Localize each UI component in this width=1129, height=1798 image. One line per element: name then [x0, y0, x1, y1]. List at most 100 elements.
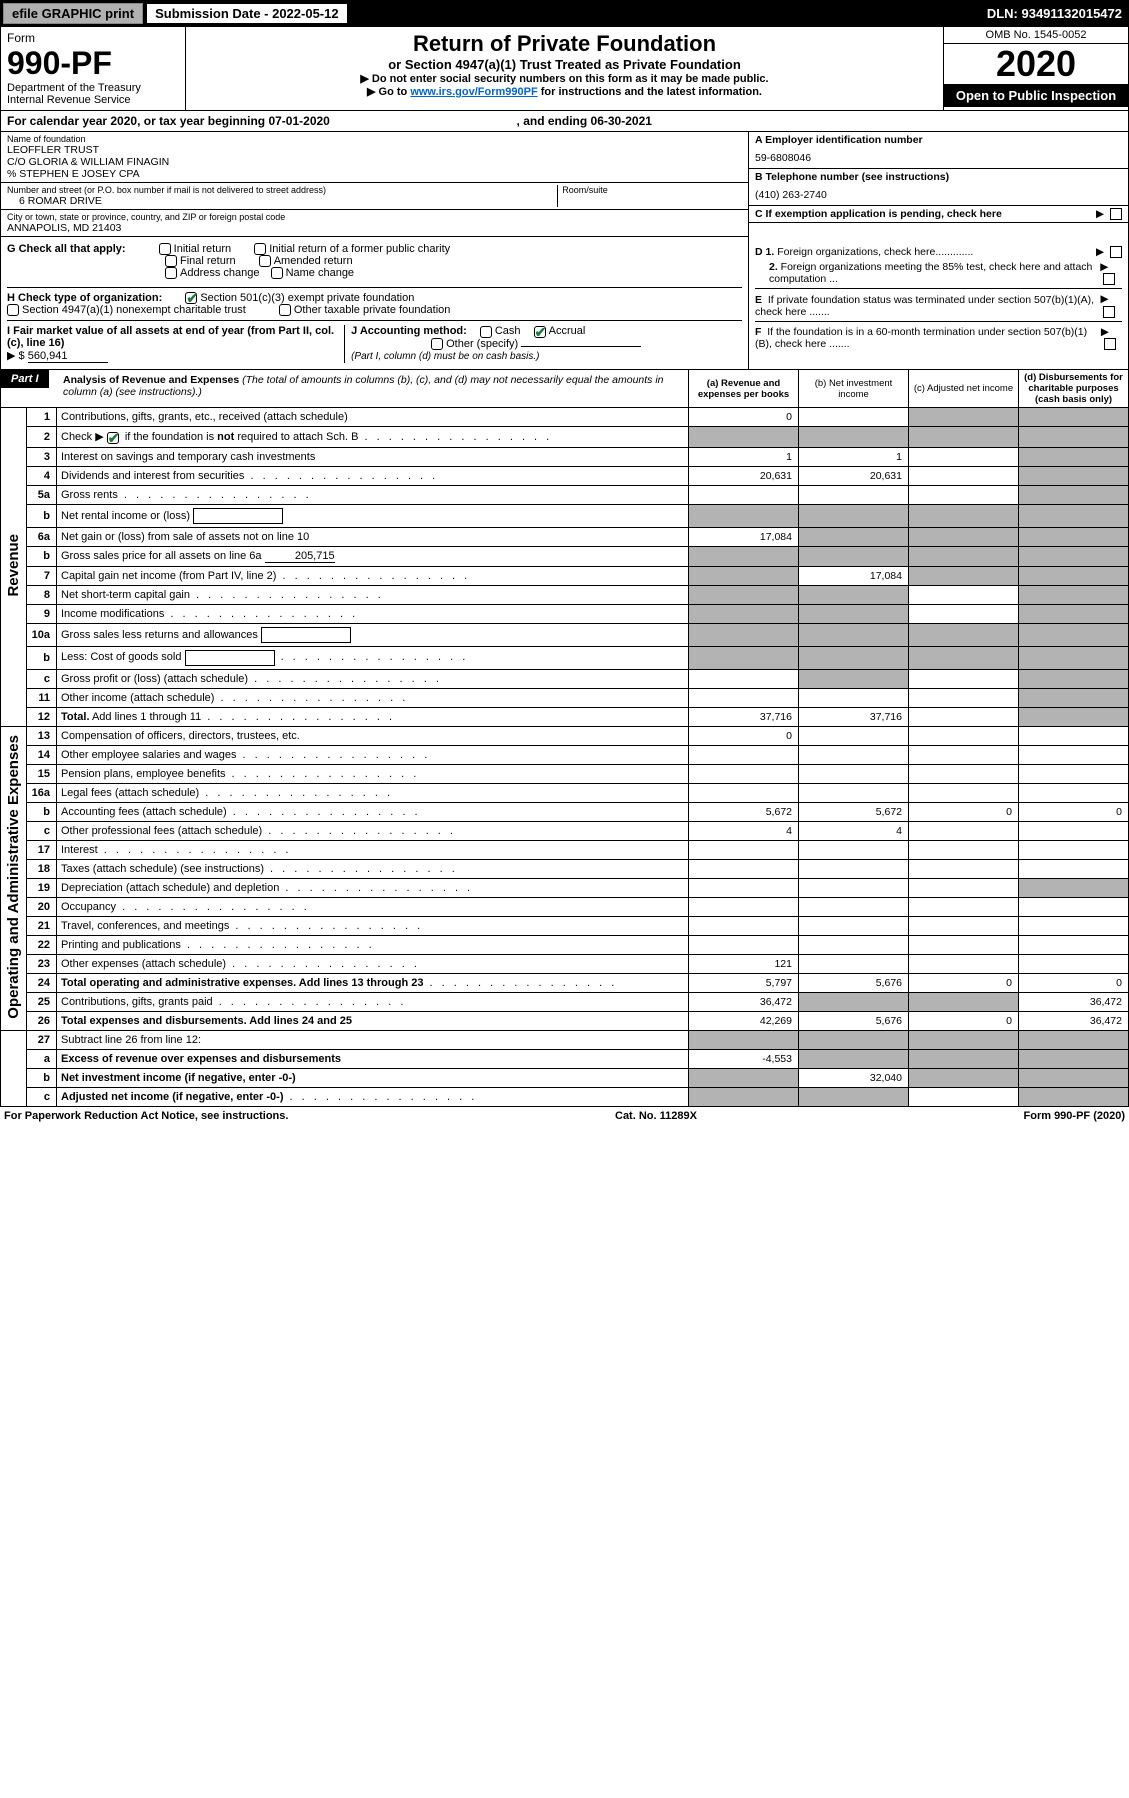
side-label: Revenue — [1, 408, 27, 726]
g-address-change[interactable] — [165, 267, 177, 279]
form-ref: Form 990-PF (2020) — [1024, 1110, 1126, 1122]
header-right: OMB No. 1545-0052 2020 Open to Public In… — [943, 27, 1128, 110]
col-c-header: (c) Adjusted net income — [908, 370, 1018, 407]
h-other-taxable-checkbox[interactable] — [279, 304, 291, 316]
form-word: Form — [7, 31, 179, 45]
header-center: Return of Private Foundation or Section … — [186, 27, 943, 110]
dln-label: DLN: 93491132015472 — [987, 6, 1128, 21]
table-row: 12Total. Add lines 1 through 1137,71637,… — [1, 707, 1129, 726]
street-address: 6 ROMAR DRIVE — [7, 195, 557, 207]
ssn-warning: ▶ Do not enter social security numbers o… — [192, 72, 937, 85]
form-title: Return of Private Foundation — [192, 31, 937, 57]
f-checkbox[interactable] — [1104, 338, 1116, 350]
catalog-number: Cat. No. 11289X — [615, 1110, 697, 1122]
page-footer: For Paperwork Reduction Act Notice, see … — [0, 1107, 1129, 1125]
h-row: H Check type of organization: Section 50… — [7, 287, 742, 316]
f-row: F If the foundation is in a 60-month ter… — [755, 321, 1122, 350]
table-row: 15Pension plans, employee benefits — [1, 764, 1129, 783]
phone-cell: B Telephone number (see instructions) (4… — [749, 169, 1128, 206]
table-row: 23Other expenses (attach schedule)121 — [1, 954, 1129, 973]
form-header: Form 990-PF Department of the Treasury I… — [0, 27, 1129, 111]
foundation-name-1: LEOFFLER TRUST — [7, 144, 742, 156]
checks-section: G Check all that apply: Initial return I… — [0, 237, 1129, 370]
d1-checkbox[interactable] — [1110, 246, 1122, 258]
table-row: 18Taxes (attach schedule) (see instructi… — [1, 859, 1129, 878]
tax-year: 2020 — [944, 44, 1128, 84]
g-row: G Check all that apply: Initial return I… — [7, 243, 742, 279]
table-row: 10aGross sales less returns and allowanc… — [1, 623, 1129, 646]
phone-value: (410) 263-2740 — [755, 183, 1122, 203]
header-left: Form 990-PF Department of the Treasury I… — [1, 27, 186, 110]
table-row: 24Total operating and administrative exp… — [1, 973, 1129, 992]
table-row: 8Net short-term capital gain — [1, 585, 1129, 604]
part1-label: Part I — [1, 370, 49, 388]
col-a-header: (a) Revenue and expenses per books — [688, 370, 798, 407]
paperwork-notice: For Paperwork Reduction Act Notice, see … — [4, 1110, 288, 1122]
entity-info: Name of foundation LEOFFLER TRUST C/O GL… — [0, 132, 1129, 237]
table-row: cGross profit or (loss) (attach schedule… — [1, 669, 1129, 688]
table-row: 27Subtract line 26 from line 12: — [1, 1030, 1129, 1049]
d2-checkbox[interactable] — [1103, 273, 1115, 285]
g-initial-former[interactable] — [254, 243, 266, 255]
table-row: 2Check ▶ if the foundation is not requir… — [1, 427, 1129, 447]
table-row: 20Occupancy — [1, 897, 1129, 916]
j-other-checkbox[interactable] — [431, 338, 443, 350]
i-j-row: I Fair market value of all assets at end… — [7, 320, 742, 363]
table-row: 19Depreciation (attach schedule) and dep… — [1, 878, 1129, 897]
table-row: 7Capital gain net income (from Part IV, … — [1, 566, 1129, 585]
address-row: Number and street (or P.O. box number if… — [1, 183, 748, 210]
j-cash-checkbox[interactable] — [480, 326, 492, 338]
table-row: 14Other employee salaries and wages — [1, 745, 1129, 764]
g-initial-return[interactable] — [159, 243, 171, 255]
open-to-public: Open to Public Inspection — [944, 84, 1128, 107]
foundation-name-2: C/O GLORIA & WILLIAM FINAGIN — [7, 156, 742, 168]
c-checkbox[interactable] — [1110, 208, 1122, 220]
table-row: bGross sales price for all assets on lin… — [1, 546, 1129, 566]
g-final-return[interactable] — [165, 255, 177, 267]
e-checkbox[interactable] — [1103, 306, 1115, 318]
table-row: 21Travel, conferences, and meetings — [1, 916, 1129, 935]
city-state-zip: ANNAPOLIS, MD 21403 — [7, 222, 742, 234]
side-label: Operating and Administrative Expenses — [1, 726, 27, 1030]
part1-header: Part I Analysis of Revenue and Expenses … — [0, 370, 1129, 408]
table-row: aExcess of revenue over expenses and dis… — [1, 1049, 1129, 1068]
efile-print-button[interactable]: efile GRAPHIC print — [3, 3, 143, 24]
table-row: bAccounting fees (attach schedule)5,6725… — [1, 802, 1129, 821]
table-row: 11Other income (attach schedule) — [1, 688, 1129, 707]
table-row: 22Printing and publications — [1, 935, 1129, 954]
table-row: 25Contributions, gifts, grants paid36,47… — [1, 992, 1129, 1011]
irs-link[interactable]: www.irs.gov/Form990PF — [410, 86, 537, 98]
table-row: 5aGross rents — [1, 485, 1129, 504]
e-row: E If private foundation status was termi… — [755, 288, 1122, 317]
goto-note: ▶ Go to www.irs.gov/Form990PF for instru… — [192, 85, 937, 98]
table-row: Operating and Administrative Expenses13C… — [1, 726, 1129, 745]
table-row: bNet rental income or (loss) — [1, 504, 1129, 527]
dept-line-1: Department of the Treasury — [7, 82, 179, 94]
col-b-header: (b) Net investment income — [798, 370, 908, 407]
h-4947-checkbox[interactable] — [7, 304, 19, 316]
col-d-header: (d) Disbursements for charitable purpose… — [1018, 370, 1128, 407]
table-row: 4Dividends and interest from securities2… — [1, 466, 1129, 485]
table-row: cAdjusted net income (if negative, enter… — [1, 1087, 1129, 1106]
foundation-name-cell: Name of foundation LEOFFLER TRUST C/O GL… — [1, 132, 748, 183]
dept-line-2: Internal Revenue Service — [7, 94, 179, 106]
fmv-value: 560,941 — [28, 350, 108, 363]
omb-number: OMB No. 1545-0052 — [944, 27, 1128, 44]
table-row: 3Interest on savings and temporary cash … — [1, 447, 1129, 466]
calendar-year-row: For calendar year 2020, or tax year begi… — [0, 111, 1129, 132]
table-row: bLess: Cost of goods sold — [1, 646, 1129, 669]
d1-row: D 1. D 1. Foreign organizations, check h… — [755, 246, 1122, 258]
form-number: 990-PF — [7, 45, 179, 82]
table-row: 26Total expenses and disbursements. Add … — [1, 1011, 1129, 1030]
h-501c3-checkbox[interactable] — [185, 292, 197, 304]
form-subtitle: or Section 4947(a)(1) Trust Treated as P… — [192, 57, 937, 72]
ein-cell: A Employer identification number 59-6808… — [749, 132, 1128, 169]
schb-checkbox[interactable] — [107, 432, 119, 444]
submission-date: Submission Date - 2022-05-12 — [147, 4, 347, 23]
table-row: 17Interest — [1, 840, 1129, 859]
j-accrual-checkbox[interactable] — [534, 326, 546, 338]
table-row: 16aLegal fees (attach schedule) — [1, 783, 1129, 802]
g-amended-return[interactable] — [259, 255, 271, 267]
table-row: 9Income modifications — [1, 604, 1129, 623]
g-name-change[interactable] — [271, 267, 283, 279]
